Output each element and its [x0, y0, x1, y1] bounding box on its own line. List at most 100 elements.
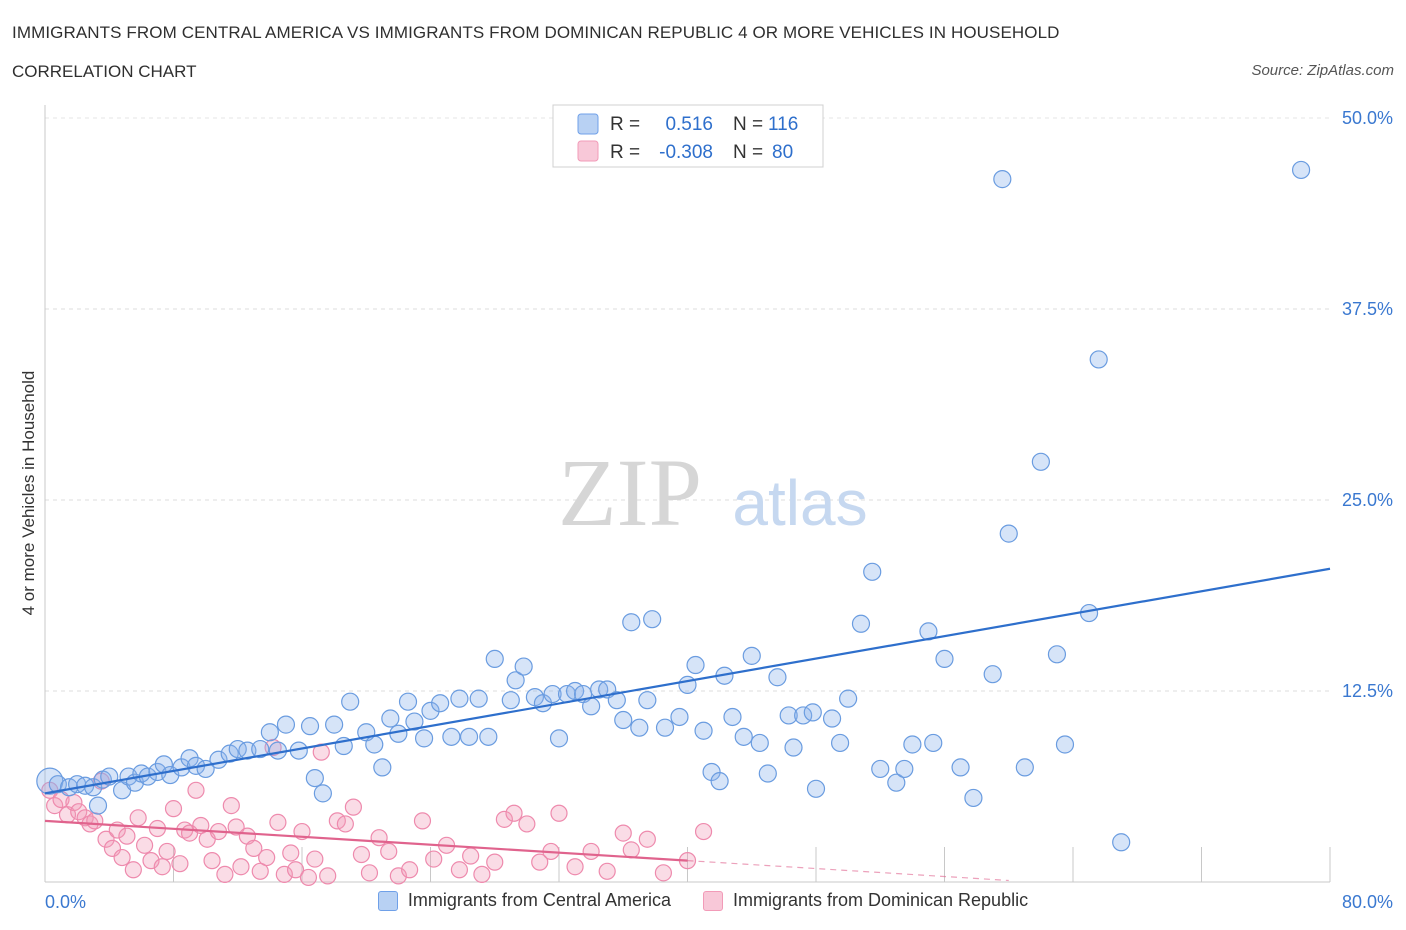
- data-point-dominican: [118, 827, 136, 845]
- data-point-dominican: [113, 848, 131, 867]
- data-point-central-america: [951, 758, 970, 777]
- legend-box: R = 0.516 N = 116 R = -0.308 N = 80: [552, 104, 824, 168]
- data-point-central-america: [1031, 452, 1050, 471]
- data-point-dominican: [171, 855, 189, 873]
- data-point-central-america: [742, 646, 761, 665]
- data-point-central-america: [871, 759, 890, 779]
- chart-title: IMMIGRANTS FROM CENTRAL AMERICA VS IMMIG…: [12, 23, 1060, 42]
- data-point-central-america: [694, 721, 713, 740]
- data-point-dominican: [286, 861, 305, 879]
- data-point-dominican: [518, 815, 536, 833]
- data-point-central-america: [373, 758, 392, 777]
- data-point-dominican: [275, 865, 293, 883]
- gridlines: [45, 117, 1330, 692]
- data-point-central-america: [325, 715, 344, 734]
- data-point-dominican: [622, 841, 640, 859]
- data-point-dominican: [227, 818, 245, 836]
- data-point-dominican: [486, 853, 504, 871]
- data-point-central-america: [630, 718, 649, 737]
- watermark-atlas: atlas: [732, 467, 867, 539]
- data-point-dominican: [232, 858, 250, 876]
- data-point-central-america: [643, 610, 662, 629]
- data-point-central-america: [414, 729, 434, 748]
- data-point-dominican: [135, 836, 154, 854]
- data-point-dominican: [380, 842, 398, 861]
- data-point-central-america: [750, 733, 769, 753]
- legend-n-label: N =: [733, 114, 763, 135]
- chart-subtitle: CORRELATION CHART: [12, 62, 197, 81]
- data-point-dominican: [124, 861, 142, 879]
- data-point-dominican: [638, 830, 656, 848]
- data-point-dominican: [306, 850, 324, 868]
- data-point-dominican: [86, 812, 104, 830]
- data-point-dominican: [97, 830, 115, 848]
- data-point-central-america: [479, 727, 498, 746]
- y-axis-label: 4 or more Vehicles in Household: [19, 371, 38, 616]
- legend-r-label: R =: [610, 142, 640, 163]
- data-point-central-america: [260, 723, 279, 742]
- data-point-central-america: [48, 775, 67, 794]
- data-point-dominican: [269, 813, 287, 832]
- legend-n-label: N =: [733, 142, 763, 163]
- data-point-central-america: [543, 684, 562, 704]
- data-point-central-america: [442, 727, 461, 746]
- legend-r-value: 0.516: [665, 114, 713, 135]
- data-point-dominican: [158, 842, 176, 861]
- data-point-central-america: [1291, 160, 1311, 180]
- data-point-central-america: [964, 788, 983, 808]
- y-tick-label: 37.5%: [1342, 299, 1393, 319]
- data-point-central-america: [993, 170, 1012, 189]
- legend-item-central-america[interactable]: Immigrants from Central America: [377, 890, 671, 911]
- y-tick-label: 12.5%: [1342, 681, 1393, 701]
- data-point-dominican: [153, 858, 171, 876]
- data-point-central-america: [431, 694, 450, 713]
- data-point-central-america: [88, 796, 108, 815]
- data-point-central-america: [501, 691, 520, 710]
- data-point-central-america: [822, 709, 842, 728]
- data-point-dominican: [360, 864, 379, 882]
- data-point-central-america: [300, 717, 320, 736]
- data-point-central-america: [830, 733, 850, 753]
- data-point-central-america: [768, 668, 787, 687]
- legend-swatch-central-america: [577, 113, 599, 135]
- legend-r-label: R =: [610, 114, 640, 135]
- data-point-central-america: [251, 739, 270, 759]
- data-point-central-america: [903, 735, 922, 754]
- data-point-central-america: [365, 735, 384, 754]
- data-point-central-america: [784, 738, 803, 757]
- data-point-central-america: [999, 524, 1018, 543]
- data-point-central-america: [313, 784, 332, 803]
- data-point-central-america: [485, 649, 504, 669]
- y-tick-label: 50.0%: [1342, 108, 1393, 128]
- data-point-dominican: [282, 844, 300, 862]
- data-point-dominican: [344, 798, 362, 816]
- data-point-dominican: [258, 848, 276, 867]
- watermark-zip: ZIP: [558, 439, 702, 546]
- x-tick-label: 0.0%: [45, 892, 86, 912]
- data-point-dominican: [505, 804, 523, 822]
- data-point-central-america: [389, 724, 408, 743]
- data-point-dominican: [70, 803, 88, 821]
- legend-item-dominican[interactable]: Immigrants from Dominican Republic: [702, 890, 1028, 911]
- data-point-central-america: [851, 614, 871, 633]
- data-point-central-america: [607, 691, 626, 710]
- data-point-central-america: [887, 773, 906, 792]
- data-point-central-america: [469, 689, 488, 708]
- data-point-central-america: [779, 706, 798, 725]
- legend-swatch-central-america: [377, 890, 398, 911]
- data-point-dominican: [46, 796, 64, 815]
- data-point-central-america: [549, 729, 569, 748]
- data-point-dominican: [450, 861, 469, 879]
- data-point-dominican: [251, 862, 269, 880]
- data-point-central-america: [638, 691, 657, 710]
- data-point-dominican: [550, 804, 568, 822]
- data-point-central-america: [1015, 758, 1034, 777]
- data-point-central-america: [1047, 645, 1067, 664]
- legend-label-central-america: Immigrants from Central America: [407, 890, 671, 910]
- data-point-central-america: [514, 657, 533, 676]
- data-point-central-america: [710, 772, 729, 791]
- data-point-dominican: [370, 829, 388, 847]
- data-point-central-america: [1055, 735, 1075, 754]
- data-point-dominican: [299, 868, 318, 887]
